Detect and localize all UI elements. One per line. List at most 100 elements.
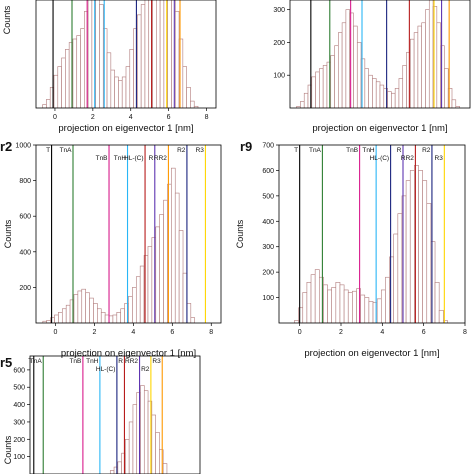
- x-tick-label: 6: [167, 114, 171, 121]
- histogram-bar: [61, 308, 67, 323]
- histogram-bar: [428, 0, 434, 108]
- x-tick-label: 0: [54, 329, 58, 336]
- histogram-bar: [117, 461, 122, 474]
- histogram-bar: [73, 294, 79, 323]
- histogram-bar: [193, 105, 199, 108]
- histogram-bar: [421, 22, 426, 108]
- x-axis-title: projection on eigenvector 1 [nm]: [312, 123, 447, 134]
- panel-label: r5: [0, 355, 12, 370]
- histogram-bar: [379, 84, 385, 108]
- y-axis-title: Counts: [3, 435, 13, 464]
- histogram-bar: [426, 203, 432, 323]
- y-tick-label: 600: [19, 214, 31, 221]
- panel-label: r9: [240, 139, 252, 154]
- histogram-bar: [108, 315, 114, 323]
- histogram-bar: [143, 390, 149, 474]
- histogram-bar: [174, 192, 180, 323]
- histogram-bar: [139, 265, 145, 323]
- plot-area: [294, 145, 448, 323]
- x-tick-label: 8: [205, 114, 209, 121]
- plot-area: [33, 356, 168, 474]
- y-tick-label: 200: [13, 437, 25, 444]
- histogram-bar: [444, 68, 449, 108]
- histogram-bar: [171, 167, 176, 323]
- histogram-bar: [53, 74, 59, 108]
- histogram-bar: [118, 80, 123, 108]
- histogram-bar: [413, 32, 419, 108]
- y-tick-label: 400: [262, 219, 274, 226]
- y-tick-label: 300: [13, 419, 25, 426]
- histogram-bar: [306, 282, 312, 323]
- plot-area: [296, 0, 460, 108]
- marker-label: T: [46, 147, 50, 154]
- histogram-bar: [99, 4, 104, 108]
- histogram-bar: [314, 269, 320, 323]
- histogram-bar: [380, 289, 386, 323]
- histogram-bar: [125, 438, 130, 474]
- histogram-bar: [436, 22, 441, 108]
- histogram-bar: [300, 101, 305, 108]
- marker-label: TnB: [96, 155, 108, 162]
- y-axis-title: Counts: [235, 219, 245, 248]
- marker-label: T: [294, 147, 298, 154]
- marker-label: HL-(C): [370, 155, 390, 162]
- histogram-bar: [368, 301, 374, 323]
- histogram-bar: [345, 9, 350, 108]
- y-tick-label: 100: [13, 454, 25, 461]
- y-tick-label: 300: [262, 244, 274, 251]
- histogram-bar: [182, 272, 188, 323]
- histogram-bar: [353, 25, 358, 108]
- histogram-bar: [302, 292, 308, 323]
- histogram-bar: [89, 297, 94, 323]
- histogram-bar: [80, 28, 85, 108]
- marker-label: HL-(C): [124, 155, 144, 162]
- plot-area: [42, 0, 199, 108]
- marker-label: R2: [422, 147, 431, 154]
- x-tick-label: 6: [422, 329, 426, 336]
- histogram-bar: [54, 314, 59, 323]
- histogram-bar: [167, 0, 172, 108]
- x-tick-label: 4: [380, 329, 384, 336]
- marker-label: R2: [177, 147, 186, 154]
- x-tick-label: 2: [91, 114, 95, 121]
- panel-top-left: 0 2 4 6 8 Counts projection on eigenvector 1 […: [2, 0, 217, 134]
- histogram-bar: [147, 246, 153, 323]
- histogram-bar: [422, 180, 428, 323]
- histogram-bar: [95, 0, 100, 108]
- histogram-bar: [335, 282, 341, 323]
- histogram-bar: [410, 38, 415, 108]
- histogram-bar: [77, 290, 83, 323]
- histogram-bar: [186, 303, 192, 323]
- histogram-bar: [339, 284, 345, 323]
- x-tick-label: 8: [209, 329, 213, 336]
- histogram-bar: [174, 11, 180, 108]
- marker-label: R3: [435, 155, 444, 162]
- histogram-bar: [341, 22, 347, 108]
- y-tick-label: 700: [262, 143, 274, 150]
- histogram-bar: [398, 78, 404, 108]
- y-tick-label: 200: [19, 285, 31, 292]
- histogram-bar: [338, 32, 343, 108]
- histogram-bar: [144, 0, 150, 108]
- histogram-bar: [128, 421, 134, 474]
- marker-label: TnH: [86, 358, 99, 365]
- histogram-bar: [375, 81, 381, 108]
- histogram-bar: [434, 282, 440, 323]
- histogram-bar: [347, 292, 353, 323]
- y-tick-label: 100: [273, 73, 285, 80]
- histogram-bar: [151, 414, 156, 474]
- histogram-bar: [140, 385, 145, 474]
- histogram-bar: [156, 0, 161, 108]
- x-axis-title: projection on eigenvector 1 [nm]: [61, 348, 196, 359]
- histogram-bar: [76, 35, 81, 108]
- histogram-bar: [81, 288, 86, 323]
- histogram-bar: [455, 106, 460, 108]
- histogram-bar: [334, 45, 339, 108]
- histogram-bar: [42, 104, 47, 108]
- histogram-bar: [97, 308, 102, 323]
- histogram-bar: [87, 0, 93, 108]
- histogram-bar: [451, 99, 457, 108]
- histogram-bar: [190, 317, 196, 323]
